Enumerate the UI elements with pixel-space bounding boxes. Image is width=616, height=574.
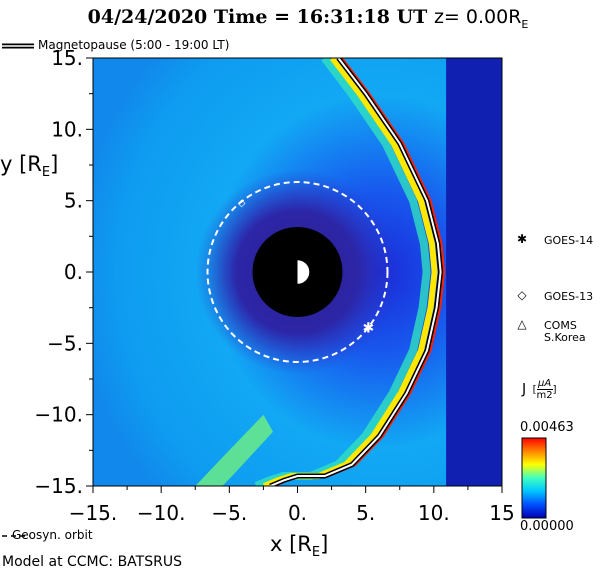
y-tick-label: −5. (47, 331, 83, 355)
x-tick-label: −10. (137, 501, 186, 525)
chart-title: 04/24/2020 Time = 16:31:18 UT z= 0.00RE (0, 6, 616, 31)
y-tick-label: 10. (51, 117, 83, 141)
y-tick-label: −15. (34, 474, 83, 498)
y-tick-label: 0. (64, 260, 83, 284)
y-axis: 15. 10. 5. 0. −5. −10. −15. (34, 46, 93, 498)
earth-night-side (285, 259, 298, 285)
x-tick-label: 10. (418, 501, 450, 525)
outer-sheath (446, 58, 502, 486)
goes-13-label: GOES-13 (544, 290, 594, 303)
colorbar-max-label: 0.00463 (520, 420, 574, 435)
coms-marker-icon: △ (517, 317, 527, 331)
x-axis: −15. −10. −5. 0. 5. 10. 15 (69, 486, 515, 525)
title-time-label: Time = (213, 6, 290, 28)
x-tick-label: −15. (69, 501, 118, 525)
title-time-unit: UT (396, 6, 428, 28)
goes-13-marker-icon: ◇ (517, 288, 527, 302)
y-tick-label: −10. (34, 403, 83, 427)
geosync-legend-label: Geosyn. orbit (12, 528, 93, 542)
y-axis-label: y [RE] (0, 152, 59, 181)
y-tick-label: 5. (64, 189, 83, 213)
x-tick-label: 5. (356, 501, 375, 525)
tail-streak (195, 414, 273, 486)
model-credit: Model at CCMC: BATSRUS (2, 554, 182, 570)
coms-label: COMS S.Korea (544, 319, 586, 344)
title-time: 16:31:18 (296, 6, 390, 28)
colorbar (521, 437, 547, 519)
goes-13-position-marker: ◇ (238, 198, 246, 209)
y-tick-label: 15. (51, 46, 83, 70)
colorbar-min-label: 0.00000 (520, 519, 574, 534)
title-date: 04/24/2020 (87, 6, 208, 28)
magnetopause-line-inner (269, 58, 442, 486)
x-axis-label: x [RE] (270, 532, 329, 561)
goes-14-marker-icon: ✱ (516, 232, 528, 246)
goes-14-position-marker: ✱ (363, 321, 375, 337)
geosync-orbit (206, 181, 389, 363)
x-tick-label: 15 (489, 501, 514, 525)
goes-14-label: GOES-14 (544, 234, 594, 247)
x-tick-label: −5. (211, 501, 247, 525)
colorbar-title: J [μA m2] (522, 378, 557, 401)
x-tick-label: 0. (288, 501, 307, 525)
title-z-label: z= 0.00RE (433, 6, 529, 31)
magnetopause-legend-label: Magnetopause (5:00 - 19:00 LT) (38, 38, 230, 52)
